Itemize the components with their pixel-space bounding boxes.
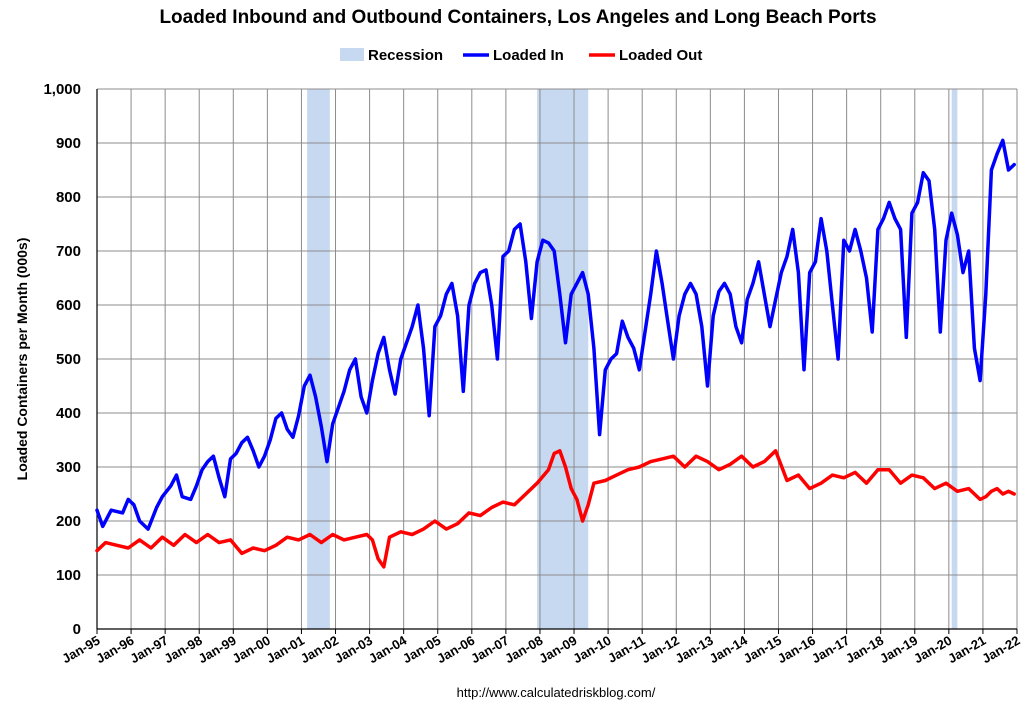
x-tick-label-18: Jan-13 bbox=[673, 633, 716, 667]
x-tick-label-19: Jan-14 bbox=[707, 632, 751, 666]
series-line-loaded-in bbox=[95, 138, 1016, 531]
x-tick-label-22: Jan-17 bbox=[809, 633, 852, 667]
y-tick-label-4: 400 bbox=[56, 405, 81, 422]
x-tick-label-1: Jan-96 bbox=[93, 633, 136, 667]
x-tick-label-25: Jan-20 bbox=[911, 633, 954, 667]
gridlines bbox=[96, 88, 1018, 630]
series-line-loaded-out bbox=[95, 449, 1016, 569]
x-tick-label-10: Jan-05 bbox=[400, 633, 443, 667]
x-tick-label-6: Jan-01 bbox=[264, 633, 307, 667]
legend-loaded-in-label: Loaded In bbox=[493, 47, 564, 64]
x-tick-label-14: Jan-09 bbox=[536, 633, 579, 667]
x-tick-label-24: Jan-19 bbox=[877, 633, 920, 667]
x-tick-label-26: Jan-21 bbox=[945, 633, 988, 667]
x-tick-label-13: Jan-08 bbox=[502, 633, 545, 667]
x-tick-label-7: Jan-02 bbox=[298, 633, 341, 667]
x-tick-label-12: Jan-07 bbox=[468, 633, 511, 667]
y-tick-label-9: 900 bbox=[56, 135, 81, 152]
legend-loaded-out-label: Loaded Out bbox=[619, 47, 702, 64]
y-tick-label-0: 0 bbox=[73, 621, 81, 638]
x-tick-label-11: Jan-06 bbox=[434, 633, 477, 667]
x-tick-label-5: Jan-00 bbox=[230, 633, 273, 667]
x-tick-label-17: Jan-12 bbox=[639, 633, 682, 667]
y-axis-label: Loaded Containers per Month (000s) bbox=[14, 238, 30, 481]
x-tick-label-23: Jan-18 bbox=[843, 633, 886, 667]
y-tick-label-7: 700 bbox=[56, 243, 81, 260]
y-tick-label-5: 500 bbox=[56, 351, 81, 368]
y-tick-label-10: 1,000 bbox=[43, 81, 81, 98]
y-tick-label-3: 300 bbox=[56, 459, 81, 476]
x-tick-label-15: Jan-10 bbox=[570, 633, 613, 667]
x-tick-label-8: Jan-03 bbox=[332, 633, 375, 667]
chart-title: Loaded Inbound and Outbound Containers, … bbox=[159, 7, 876, 28]
x-tick-label-3: Jan-98 bbox=[162, 633, 205, 667]
y-tick-label-8: 800 bbox=[56, 189, 81, 206]
y-tick-label-2: 200 bbox=[56, 513, 81, 530]
source-url: http://www.calculatedriskblog.com/ bbox=[457, 685, 656, 700]
y-tick-labels: 0 100 200 300 400 500 600 700 800 900 1,000 bbox=[43, 81, 81, 638]
x-tick-label-16: Jan-11 bbox=[605, 633, 648, 666]
series-lines bbox=[95, 138, 1016, 569]
y-tick-label-1: 100 bbox=[56, 567, 81, 584]
x-tick-label-21: Jan-16 bbox=[775, 633, 818, 667]
y-tick-label-6: 600 bbox=[56, 297, 81, 314]
legend-recession-swatch bbox=[340, 48, 364, 61]
legend-recession-label: Recession bbox=[368, 47, 443, 64]
axes bbox=[96, 89, 1018, 634]
x-tick-label-27: Jan-22 bbox=[979, 633, 1022, 667]
legend: Recession Loaded In Loaded Out bbox=[340, 47, 702, 64]
x-tick-label-20: Jan-15 bbox=[741, 633, 784, 667]
x-tick-label-2: Jan-97 bbox=[127, 633, 170, 667]
x-tick-label-9: Jan-04 bbox=[366, 632, 410, 666]
x-tick-label-4: Jan-99 bbox=[196, 633, 239, 667]
x-tick-labels: Jan-95Jan-96Jan-97Jan-98Jan-99Jan-00Jan-… bbox=[59, 632, 1022, 666]
